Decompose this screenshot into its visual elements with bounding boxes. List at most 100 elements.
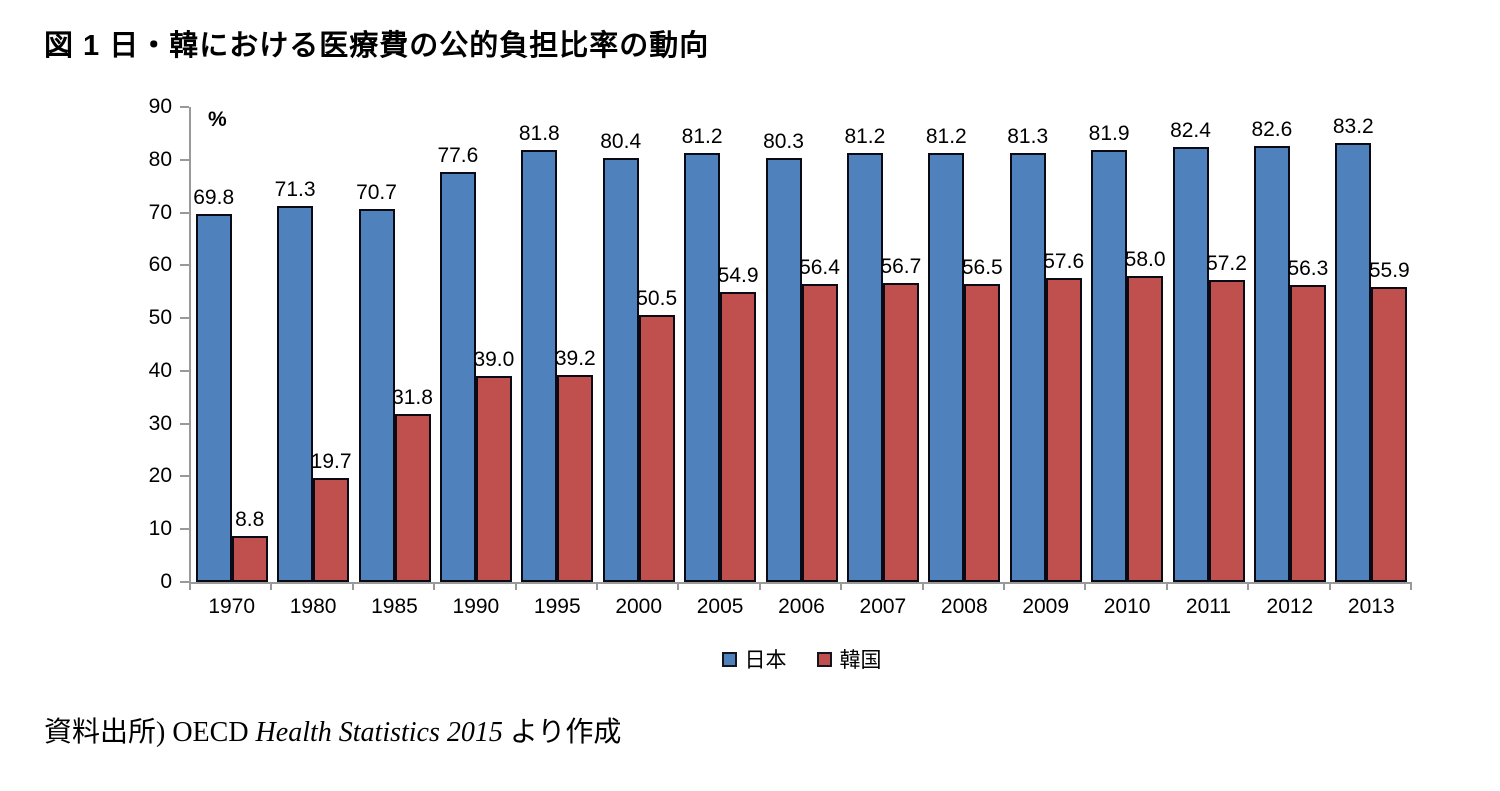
y-axis-unit-label: % bbox=[208, 108, 227, 131]
y-axis-tick bbox=[180, 581, 189, 583]
legend-label-korea: 韓国 bbox=[839, 649, 882, 672]
y-axis-label: 30 bbox=[148, 411, 172, 435]
x-axis-tick bbox=[1247, 582, 1250, 590]
x-axis-tick bbox=[1084, 582, 1087, 590]
data-label-japan-2009: 81.3 bbox=[1007, 124, 1049, 148]
x-axis-label-2009: 2009 bbox=[1022, 595, 1070, 618]
data-label-korea-1980: 19.7 bbox=[310, 450, 352, 474]
legend-item-japan: 日本 bbox=[721, 644, 787, 674]
y-axis-tick bbox=[180, 475, 189, 478]
bar-japan-2011 bbox=[1172, 147, 1209, 582]
x-axis-label-2013: 2013 bbox=[1347, 595, 1395, 618]
x-axis-tick bbox=[1410, 582, 1412, 590]
y-axis-label: 40 bbox=[148, 358, 172, 382]
bar-japan-2010 bbox=[1091, 149, 1128, 582]
bar-japan-1990 bbox=[439, 172, 476, 582]
data-label-japan-2013: 83.2 bbox=[1332, 114, 1374, 138]
x-axis-tick bbox=[921, 582, 924, 590]
y-axis-label: 10 bbox=[148, 517, 172, 541]
data-label-korea-1995: 39.2 bbox=[554, 347, 596, 371]
data-label-korea-2011: 57.2 bbox=[1206, 252, 1247, 276]
data-label-japan-1995: 81.8 bbox=[518, 122, 560, 146]
bar-korea-1970 bbox=[231, 535, 268, 582]
bar-japan-2013 bbox=[1335, 142, 1372, 582]
data-label-japan-1970: 69.8 bbox=[193, 185, 235, 209]
bar-japan-2009 bbox=[1009, 152, 1046, 582]
y-axis-label: 50 bbox=[148, 306, 172, 330]
data-label-korea-2005: 54.9 bbox=[717, 264, 759, 288]
x-axis-label-2005: 2005 bbox=[696, 595, 744, 618]
data-label-korea-2008: 56.5 bbox=[961, 255, 1003, 279]
bar-korea-2000 bbox=[638, 315, 675, 582]
x-axis-label-1980: 1980 bbox=[289, 595, 337, 618]
bar-korea-1995 bbox=[557, 375, 594, 582]
y-axis-tick bbox=[180, 422, 189, 425]
bar-japan-2005 bbox=[684, 153, 721, 582]
data-label-japan-2010: 81.9 bbox=[1088, 121, 1130, 145]
bar-japan-2000 bbox=[602, 157, 639, 582]
source-suffix: より作成 bbox=[502, 717, 622, 748]
data-label-korea-2012: 56.3 bbox=[1287, 256, 1329, 280]
y-axis-label: 20 bbox=[148, 464, 172, 488]
legend-label-japan: 日本 bbox=[744, 649, 787, 672]
data-label-korea-2009: 57.6 bbox=[1043, 250, 1085, 273]
data-label-japan-1980: 71.3 bbox=[274, 177, 316, 201]
y-axis-label: 70 bbox=[148, 200, 172, 224]
x-axis-label-2000: 2000 bbox=[615, 595, 663, 618]
data-label-japan-2005: 81.2 bbox=[681, 125, 723, 149]
bar-japan-1970 bbox=[195, 213, 232, 582]
y-axis-label: 80 bbox=[148, 147, 172, 171]
x-axis-label-1995: 1995 bbox=[533, 595, 581, 618]
data-label-korea-2013: 55.9 bbox=[1368, 258, 1410, 282]
x-axis-label-1985: 1985 bbox=[371, 595, 418, 618]
data-label-korea-2000: 50.5 bbox=[636, 287, 678, 311]
x-axis-tick bbox=[840, 582, 843, 590]
x-axis-tick bbox=[1165, 582, 1168, 590]
y-axis-label: 0 bbox=[160, 570, 172, 593]
x-axis-label-2010: 2010 bbox=[1103, 595, 1151, 618]
x-axis-label-1970: 1970 bbox=[208, 595, 256, 618]
bar-korea-2010 bbox=[1127, 275, 1164, 582]
data-label-korea-2007: 56.7 bbox=[880, 254, 922, 278]
data-label-japan-2007: 81.2 bbox=[844, 125, 886, 149]
y-axis-tick bbox=[180, 317, 189, 320]
source-prefix: 資料出所) OECD bbox=[44, 717, 256, 748]
bar-korea-2008 bbox=[964, 283, 1001, 582]
legend-item-korea: 韓国 bbox=[816, 644, 882, 674]
y-axis-tick bbox=[180, 106, 189, 108]
data-label-japan-2012: 82.6 bbox=[1251, 118, 1293, 142]
data-label-japan-1985: 70.7 bbox=[356, 180, 397, 204]
data-label-korea-2006: 56.4 bbox=[799, 256, 840, 280]
y-axis-tick bbox=[180, 211, 189, 214]
x-axis-tick bbox=[514, 582, 517, 590]
y-axis-tick bbox=[180, 369, 189, 372]
data-label-japan-2011: 82.4 bbox=[1170, 119, 1211, 143]
x-axis-line bbox=[189, 582, 1412, 584]
bar-korea-2009 bbox=[1045, 278, 1082, 582]
data-label-korea-1990: 39.0 bbox=[473, 348, 515, 372]
bar-korea-2012 bbox=[1289, 284, 1326, 582]
y-axis-tick bbox=[180, 158, 189, 161]
x-axis-label-1990: 1990 bbox=[452, 595, 500, 618]
bar-japan-2007 bbox=[846, 153, 883, 582]
y-axis-tick bbox=[180, 528, 189, 531]
x-axis-tick bbox=[677, 582, 680, 590]
x-axis-tick bbox=[270, 582, 273, 590]
bar-japan-1995 bbox=[521, 150, 558, 582]
y-axis-line bbox=[189, 107, 191, 584]
x-axis-tick bbox=[1328, 582, 1331, 590]
data-label-korea-1970: 8.8 bbox=[235, 507, 265, 531]
bar-korea-1980 bbox=[313, 478, 350, 582]
data-label-korea-1985: 31.8 bbox=[392, 386, 433, 410]
bar-japan-1985 bbox=[358, 208, 395, 582]
x-axis-label-2011: 2011 bbox=[1185, 595, 1232, 618]
chart-title: 図 1 日・韓における医療費の公的負担比率の動向 bbox=[44, 30, 710, 62]
x-axis-label-2012: 2012 bbox=[1266, 595, 1314, 618]
bar-korea-1985 bbox=[394, 414, 431, 582]
source-note: 資料出所) OECD Health Statistics 2015 より作成 bbox=[44, 710, 621, 750]
source-title-italic: Health Statistics 2015 bbox=[255, 717, 503, 748]
data-label-korea-2010: 58.0 bbox=[1124, 247, 1166, 271]
x-axis-tick bbox=[189, 582, 191, 590]
